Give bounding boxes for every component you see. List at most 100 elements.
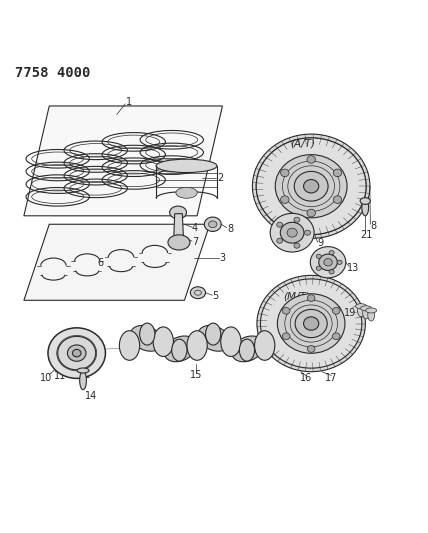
Text: 9: 9 [318, 238, 324, 248]
Ellipse shape [294, 172, 328, 201]
Ellipse shape [310, 247, 346, 278]
Ellipse shape [176, 187, 197, 198]
Text: 8: 8 [227, 224, 233, 234]
Text: 7758 4000: 7758 4000 [15, 66, 91, 80]
Text: 12: 12 [79, 370, 91, 379]
Ellipse shape [337, 260, 342, 264]
Ellipse shape [277, 222, 282, 227]
Ellipse shape [282, 333, 290, 340]
Text: (M/T): (M/T) [283, 292, 310, 302]
Text: 3: 3 [220, 253, 226, 263]
Ellipse shape [232, 336, 264, 362]
Text: (A/T): (A/T) [290, 139, 315, 149]
Ellipse shape [58, 336, 96, 370]
Text: 11: 11 [54, 371, 66, 381]
Text: 13: 13 [347, 263, 360, 273]
Text: 7: 7 [192, 237, 198, 247]
Ellipse shape [282, 308, 290, 314]
Ellipse shape [257, 276, 366, 372]
Ellipse shape [362, 199, 369, 216]
Ellipse shape [190, 287, 205, 298]
Text: 8: 8 [371, 221, 377, 231]
Text: 19: 19 [344, 308, 356, 318]
Ellipse shape [303, 180, 319, 193]
Ellipse shape [305, 230, 310, 235]
Ellipse shape [169, 206, 187, 219]
Ellipse shape [303, 317, 319, 330]
Ellipse shape [205, 323, 221, 345]
Text: 14: 14 [85, 391, 98, 401]
Ellipse shape [221, 327, 241, 357]
Text: 21: 21 [361, 230, 373, 240]
Ellipse shape [270, 213, 314, 252]
Polygon shape [24, 224, 210, 300]
Ellipse shape [333, 333, 340, 340]
Ellipse shape [360, 198, 370, 204]
Ellipse shape [80, 371, 86, 390]
Ellipse shape [277, 294, 345, 353]
Ellipse shape [256, 138, 366, 235]
Ellipse shape [368, 309, 374, 321]
Ellipse shape [358, 305, 364, 317]
Ellipse shape [329, 251, 334, 255]
Ellipse shape [280, 222, 304, 243]
Ellipse shape [140, 323, 155, 345]
Text: 6: 6 [97, 258, 103, 268]
Ellipse shape [316, 254, 321, 259]
Polygon shape [24, 106, 223, 216]
Ellipse shape [319, 254, 337, 270]
Ellipse shape [316, 266, 321, 270]
Ellipse shape [208, 221, 217, 228]
Ellipse shape [77, 368, 89, 373]
Ellipse shape [356, 304, 366, 309]
Ellipse shape [204, 217, 221, 231]
Ellipse shape [324, 259, 332, 266]
Ellipse shape [187, 330, 207, 360]
Ellipse shape [72, 350, 81, 357]
Text: 1: 1 [125, 97, 132, 107]
Ellipse shape [130, 326, 163, 351]
Text: 17: 17 [325, 373, 338, 383]
Ellipse shape [239, 339, 255, 361]
Polygon shape [174, 214, 184, 241]
Ellipse shape [329, 270, 334, 274]
Text: 5: 5 [212, 292, 218, 302]
Text: 20: 20 [358, 306, 370, 316]
Ellipse shape [119, 330, 140, 360]
Text: 2: 2 [217, 173, 223, 183]
Ellipse shape [198, 326, 230, 351]
Ellipse shape [256, 138, 366, 235]
Ellipse shape [172, 339, 187, 361]
Ellipse shape [294, 217, 300, 222]
Ellipse shape [287, 228, 297, 237]
Ellipse shape [168, 235, 190, 250]
Text: 15: 15 [190, 370, 202, 381]
Ellipse shape [253, 134, 370, 238]
Ellipse shape [68, 345, 86, 361]
Ellipse shape [363, 307, 369, 319]
Ellipse shape [255, 330, 275, 360]
Ellipse shape [366, 308, 377, 313]
Ellipse shape [281, 196, 289, 204]
Ellipse shape [261, 279, 362, 368]
Ellipse shape [307, 209, 315, 217]
Ellipse shape [156, 159, 217, 173]
Text: 16: 16 [300, 373, 312, 383]
Ellipse shape [307, 345, 315, 352]
Ellipse shape [333, 196, 342, 204]
Ellipse shape [333, 169, 342, 176]
Ellipse shape [360, 306, 372, 311]
Text: 10: 10 [40, 373, 52, 383]
Ellipse shape [307, 295, 315, 302]
Text: 18: 18 [330, 306, 343, 316]
Ellipse shape [294, 243, 300, 248]
Ellipse shape [277, 238, 282, 243]
Ellipse shape [57, 335, 97, 371]
Ellipse shape [281, 169, 289, 176]
Ellipse shape [275, 155, 347, 218]
Ellipse shape [153, 327, 173, 357]
Ellipse shape [48, 328, 105, 378]
Ellipse shape [307, 156, 315, 163]
Ellipse shape [164, 336, 196, 362]
Text: 4: 4 [192, 223, 198, 233]
